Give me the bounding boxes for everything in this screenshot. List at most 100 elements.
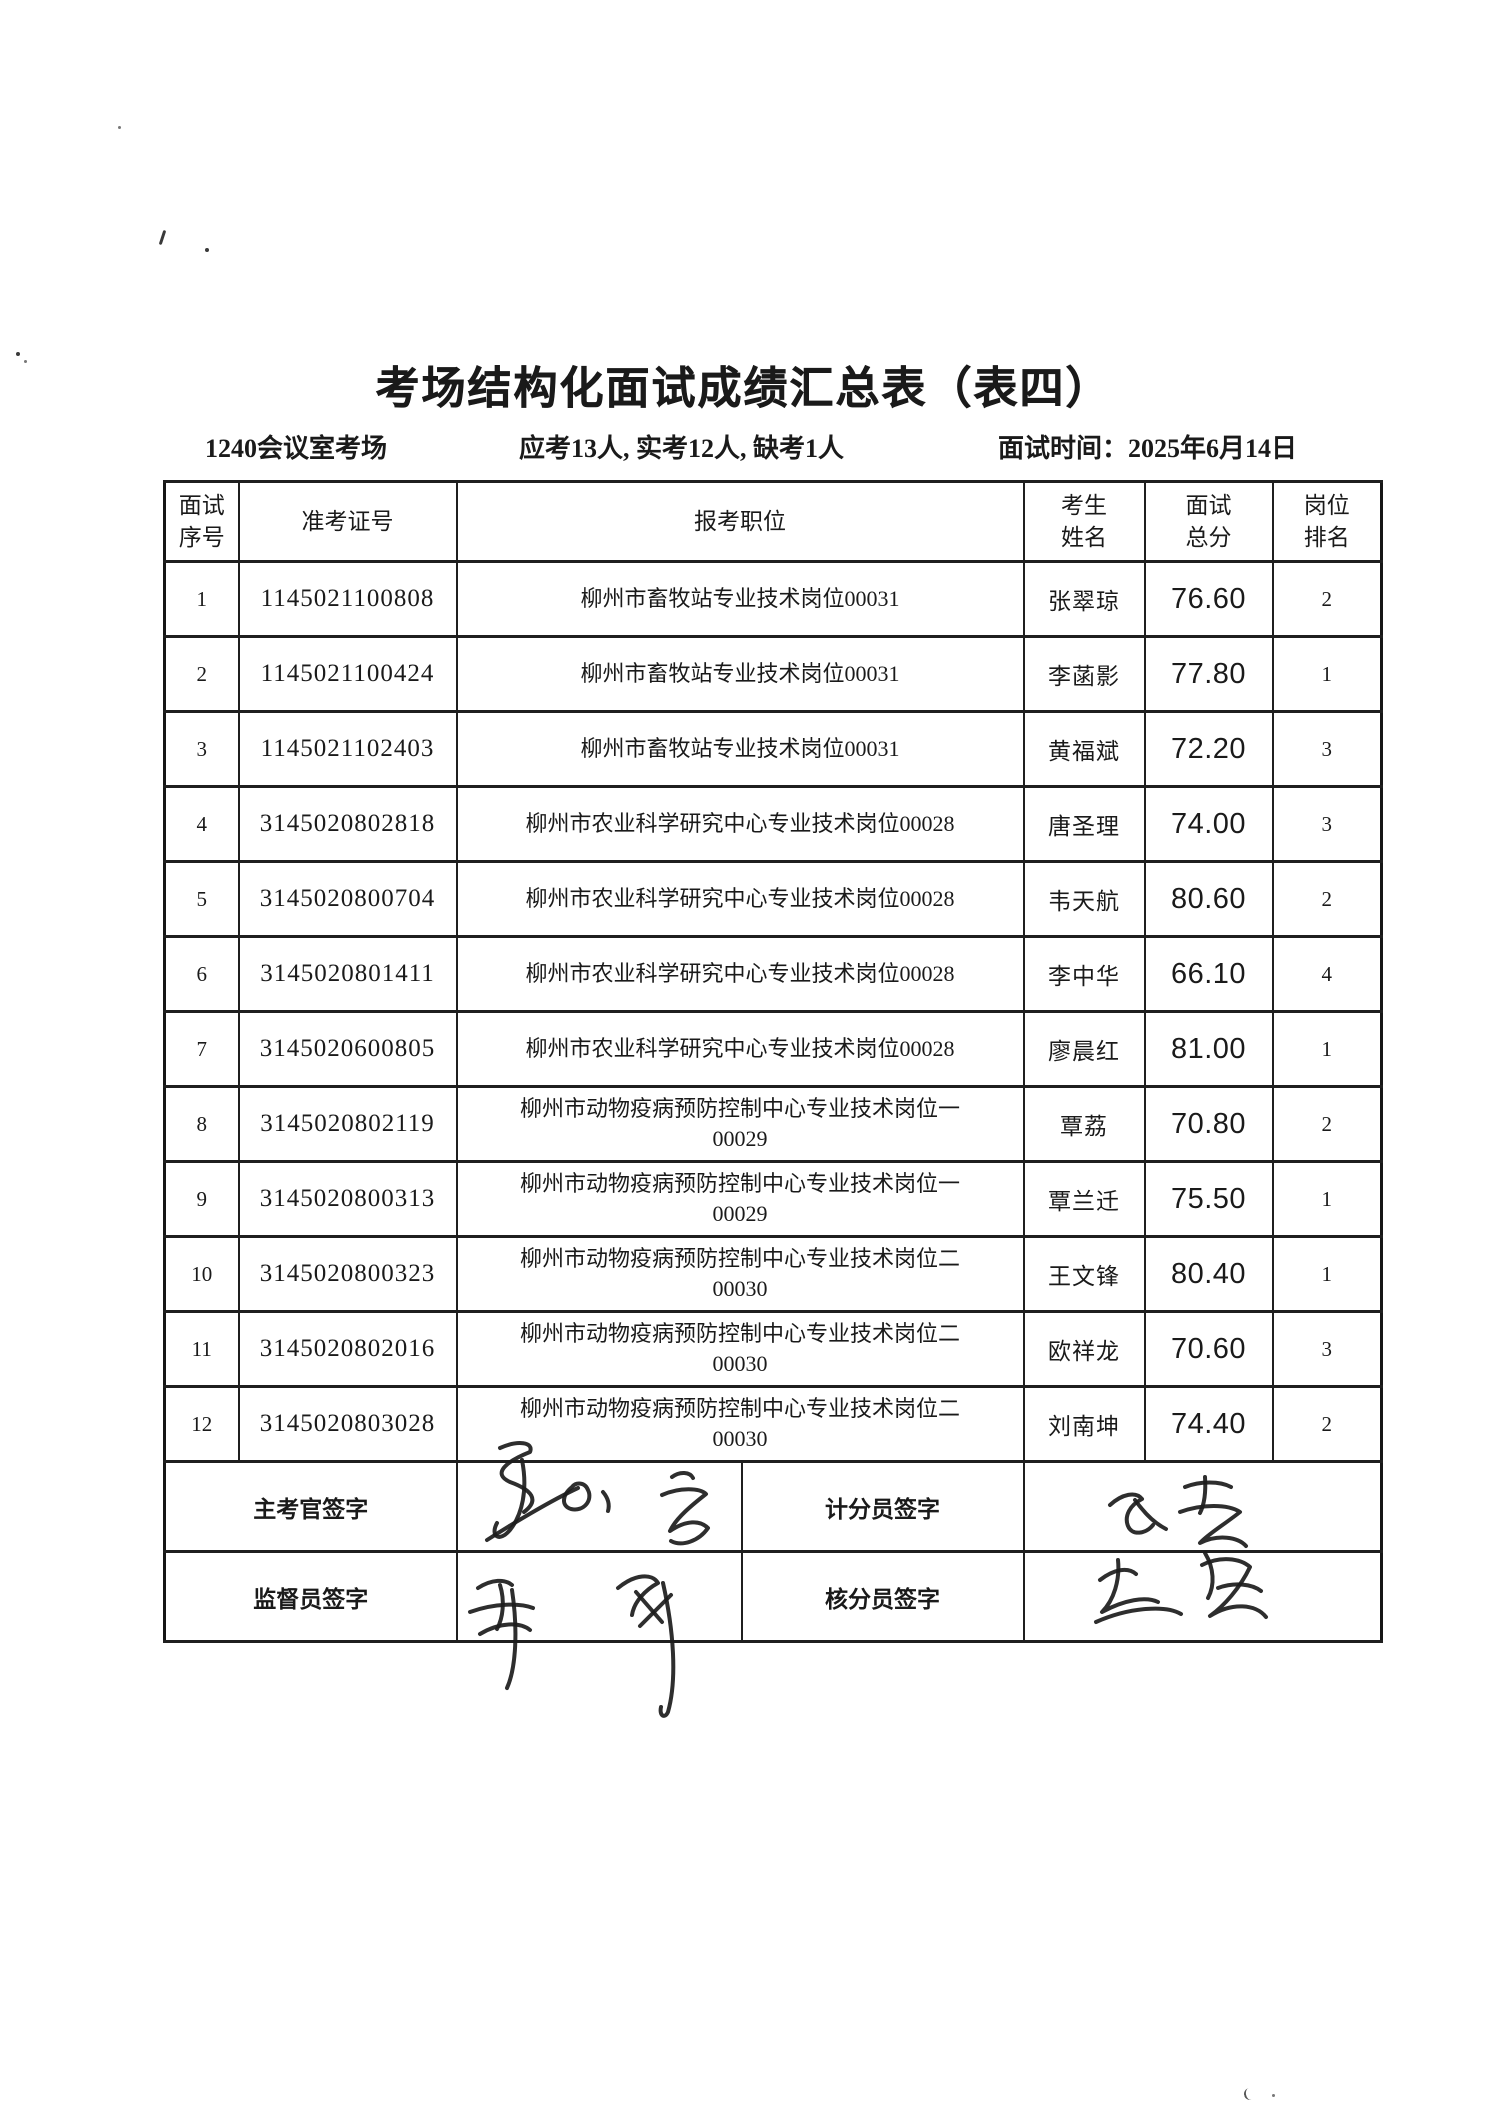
position-cell: 柳州市农业科学研究中心专业技术岗位00028 [455,1010,1025,1088]
seq-cell: 5 [163,860,240,938]
admission-number-cell: 1145021100808 [237,560,458,638]
chief-examiner-signature-cell [455,1460,743,1553]
score-row: 10 3145020800323 柳州市动物疫病预防控制中心专业技术岗位二 00… [163,1235,1383,1313]
admission-number-cell: 3145020802818 [237,785,458,863]
candidate-name-cell: 欧祥龙 [1022,1310,1146,1388]
score-row: 7 3145020600805 柳州市农业科学研究中心专业技术岗位00028 廖… [163,1010,1383,1088]
admission-number-cell: 1145021100424 [237,635,458,713]
seq-cell: 9 [163,1160,240,1238]
score-table: 面试 序号 准考证号 报考职位 考生 姓名 面试 总分 岗位 排名 1 1145… [163,480,1383,1643]
checker-label: 核分员签字 [740,1550,1025,1643]
col-header-candidate-name: 考生 姓名 [1022,480,1146,563]
seq-cell: 11 [163,1310,240,1388]
position-cell: 柳州市畜牧站专业技术岗位00031 [455,710,1025,788]
scorer-signature-cell [1022,1460,1383,1553]
position-cell: 柳州市动物疫病预防控制中心专业技术岗位一 00029 [455,1160,1025,1238]
exam-room-label: 1240会议室考场 [205,434,388,463]
col-header-interview-seq: 面试 序号 [163,480,240,563]
attendance-summary: 应考13人, 实考12人, 缺考1人 [519,434,845,463]
score-table-body: 1 1145021100808 柳州市畜牧站专业技术岗位00031 张翠琼 76… [163,560,1383,1463]
position-cell: 柳州市动物疫病预防控制中心专业技术岗位二 00030 [455,1310,1025,1388]
candidate-name-cell: 李中华 [1022,935,1146,1013]
admission-number-cell: 3145020802119 [237,1085,458,1163]
score-row: 11 3145020802016 柳州市动物疫病预防控制中心专业技术岗位二 00… [163,1310,1383,1388]
scorer-label: 计分员签字 [740,1460,1025,1553]
position-cell: 柳州市农业科学研究中心专业技术岗位00028 [455,860,1025,938]
position-cell: 柳州市农业科学研究中心专业技术岗位00028 [455,785,1025,863]
candidate-name-cell: 韦天航 [1022,860,1146,938]
admission-number-cell: 3145020801411 [237,935,458,1013]
scan-artifact [16,352,20,356]
candidate-name-cell: 覃兰迁 [1022,1160,1146,1238]
score-cell: 74.00 [1143,785,1274,863]
col-header-total-score: 面试 总分 [1143,480,1274,563]
score-cell: 81.00 [1143,1010,1274,1088]
score-row: 6 3145020801411 柳州市农业科学研究中心专业技术岗位00028 李… [163,935,1383,1013]
score-row: 9 3145020800313 柳州市动物疫病预防控制中心专业技术岗位一 000… [163,1160,1383,1238]
signature-row: 监督员签字 核分员签字 [163,1550,1383,1643]
rank-cell: 3 [1271,1310,1383,1388]
seq-cell: 7 [163,1010,240,1088]
score-cell: 75.50 [1143,1160,1274,1238]
scan-artifact [205,248,209,252]
position-cell: 柳州市动物疫病预防控制中心专业技术岗位一 00029 [455,1085,1025,1163]
col-header-rank: 岗位 排名 [1271,480,1383,563]
position-cell: 柳州市畜牧站专业技术岗位00031 [455,560,1025,638]
admission-number-cell: 3145020800704 [237,860,458,938]
admission-number-cell: 3145020600805 [237,1010,458,1088]
rank-cell: 4 [1271,935,1383,1013]
rank-cell: 1 [1271,1010,1383,1088]
seq-cell: 4 [163,785,240,863]
seq-cell: 8 [163,1085,240,1163]
scan-artifact [118,126,121,129]
meta-row: 1240会议室考场 应考13人, 实考12人, 缺考1人 面试时间：2025年6… [0,428,1487,464]
score-row: 1 1145021100808 柳州市畜牧站专业技术岗位00031 张翠琼 76… [163,560,1383,638]
candidate-name-cell: 黄福斌 [1022,710,1146,788]
scan-artifact [158,229,167,246]
score-cell: 74.40 [1143,1385,1274,1463]
signature-section: 主考官签字 计分员签字 监督员签字 核分员签字 [163,1460,1383,1643]
seq-cell: 3 [163,710,240,788]
position-cell: 柳州市动物疫病预防控制中心专业技术岗位二 00030 [455,1385,1025,1463]
rank-cell: 1 [1271,1160,1383,1238]
rank-cell: 2 [1271,560,1383,638]
scan-artifact [1242,2086,1258,2102]
score-row: 12 3145020803028 柳州市动物疫病预防控制中心专业技术岗位二 00… [163,1385,1383,1463]
position-cell: 柳州市畜牧站专业技术岗位00031 [455,635,1025,713]
admission-number-cell: 1145021102403 [237,710,458,788]
score-cell: 77.80 [1143,635,1274,713]
score-row: 4 3145020802818 柳州市农业科学研究中心专业技术岗位00028 唐… [163,785,1383,863]
admission-number-cell: 3145020802016 [237,1310,458,1388]
seq-cell: 12 [163,1385,240,1463]
col-header-admission-number: 准考证号 [237,480,458,563]
score-cell: 66.10 [1143,935,1274,1013]
rank-cell: 1 [1271,635,1383,713]
position-cell: 柳州市农业科学研究中心专业技术岗位00028 [455,935,1025,1013]
admission-number-cell: 3145020800313 [237,1160,458,1238]
supervisor-signature-cell [455,1550,743,1643]
document-title: 考场结构化面试成绩汇总表（表四） [375,364,1112,414]
candidate-name-cell: 李菡影 [1022,635,1146,713]
seq-cell: 2 [163,635,240,713]
candidate-name-cell: 刘南坤 [1022,1385,1146,1463]
score-cell: 76.60 [1143,560,1274,638]
score-row: 5 3145020800704 柳州市农业科学研究中心专业技术岗位00028 韦… [163,860,1383,938]
score-table-header: 面试 序号 准考证号 报考职位 考生 姓名 面试 总分 岗位 排名 [163,480,1383,563]
admission-number-cell: 3145020800323 [237,1235,458,1313]
admission-number-cell: 3145020803028 [237,1385,458,1463]
rank-cell: 2 [1271,1385,1383,1463]
scan-artifact [1272,2094,1275,2097]
candidate-name-cell: 王文锋 [1022,1235,1146,1313]
score-cell: 80.40 [1143,1235,1274,1313]
col-header-position: 报考职位 [455,480,1025,563]
candidate-name-cell: 唐圣理 [1022,785,1146,863]
checker-signature-cell [1022,1550,1383,1643]
rank-cell: 3 [1271,785,1383,863]
score-row: 3 1145021102403 柳州市畜牧站专业技术岗位00031 黄福斌 72… [163,710,1383,788]
supervisor-label: 监督员签字 [163,1550,458,1643]
rank-cell: 3 [1271,710,1383,788]
rank-cell: 1 [1271,1235,1383,1313]
score-cell: 72.20 [1143,710,1274,788]
seq-cell: 1 [163,560,240,638]
